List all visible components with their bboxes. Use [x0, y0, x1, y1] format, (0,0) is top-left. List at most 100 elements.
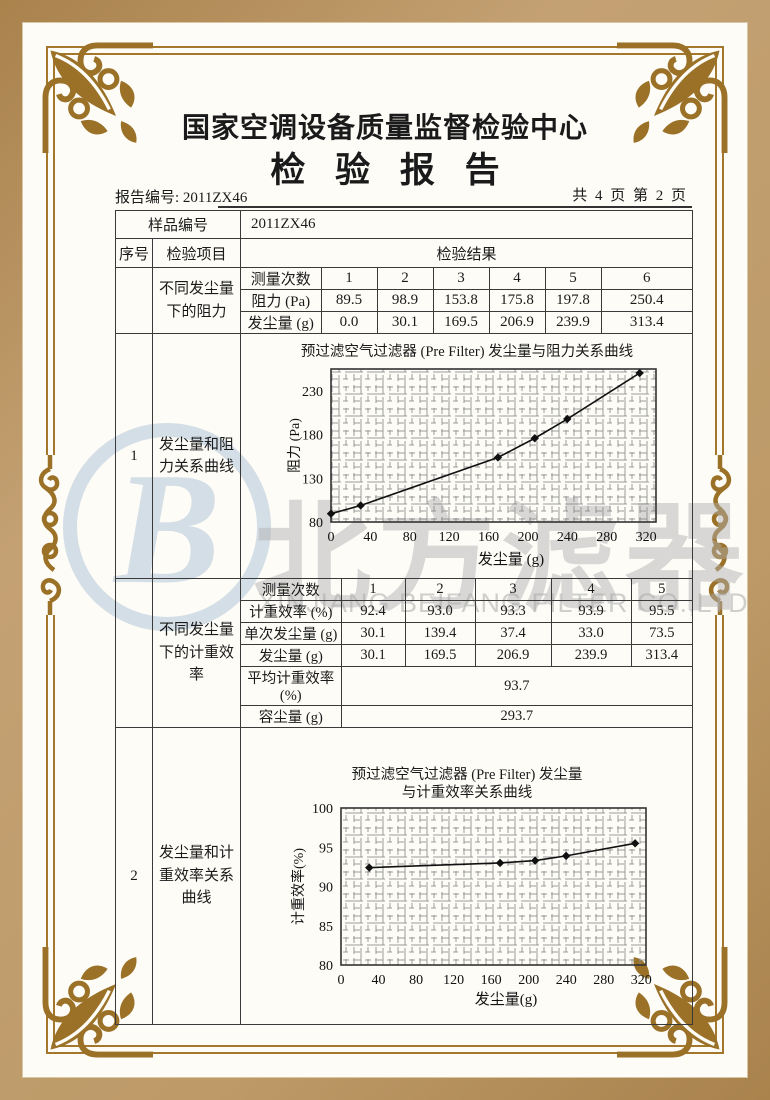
- svg-text:80: 80: [403, 530, 417, 545]
- svg-text:100: 100: [312, 802, 333, 817]
- inspection-table: 样品编号 2011ZX46 序号 检验项目 检验结果 不同发尘量下的阻力 测量次…: [114, 210, 694, 1026]
- t1-r1-v2: 98.9: [376, 289, 434, 312]
- t1-r2-v4: 206.9: [488, 311, 546, 333]
- header-rule: [218, 206, 692, 208]
- svg-text:80: 80: [309, 516, 323, 531]
- svg-text:计重效率(%): 计重效率(%): [290, 848, 307, 925]
- t1-h5: 5: [544, 268, 602, 290]
- t2-r2-v5: 73.5: [630, 622, 693, 646]
- t2-r3-v3: 206.9: [474, 644, 552, 668]
- t2-r1-v3: 93.3: [474, 600, 552, 624]
- table-row: 发尘量 (g) 30.1 169.5 206.9 239.9 313.4: [241, 644, 693, 668]
- svg-text:40: 40: [372, 973, 386, 988]
- item2-measurements-cell: 测量次数 1 2 3 4 5 计重效率 (%) 92.4 93.0 93.3: [240, 578, 694, 729]
- item2-label-bottom: 发尘量和计重效率关系曲线: [151, 727, 242, 1026]
- resistance-table: 测量次数 1 2 3 4 5 6 阻力 (Pa) 89.5 98.9: [241, 268, 693, 333]
- t1-r2-v3: 169.5: [432, 311, 490, 333]
- resistance-chart: 80 130 180 230 0 40 80 120 160 200 240 280 320 发尘量 (g…: [287, 368, 657, 568]
- t1-r1-v5: 197.8: [544, 289, 602, 312]
- sample-row: 样品编号 2011ZX46: [114, 210, 694, 239]
- table-row: 计重效率 (%) 92.4 93.0 93.3 93.9 95.5: [241, 600, 693, 624]
- t1-h6: 6: [600, 268, 693, 290]
- item1-chart-row: 1 发尘量和阻力关系曲线 预过滤空气过滤器 (Pre Filter) 发尘量与阻…: [115, 332, 694, 580]
- t2-r1-label: 计重效率 (%): [241, 600, 342, 624]
- t1-r1-label: 阻力 (Pa): [241, 289, 322, 312]
- t1-r1-v6: 250.4: [600, 289, 693, 312]
- t2-r1-v1: 92.4: [340, 600, 406, 624]
- t2-cap-label: 容尘量 (g): [241, 705, 342, 728]
- item2-data-row: 不同发尘量下的计重效率 测量次数 1 2 3 4 5 计重效: [115, 578, 694, 729]
- t2-r3-v1: 30.1: [340, 644, 406, 668]
- item2-label-top: 不同发尘量下的计重效率: [151, 578, 242, 729]
- t1-r2-v5: 239.9: [544, 311, 602, 333]
- svg-text:160: 160: [481, 973, 502, 988]
- t2-h1: 1: [340, 579, 406, 602]
- report-number-label: 报告编号:: [115, 190, 180, 206]
- report-number: 报告编号: 2011ZX46: [115, 186, 247, 207]
- svg-text:0: 0: [328, 530, 335, 545]
- item2-chart-row: 2 发尘量和计重效率关系曲线 预过滤空气过滤器 (Pre Filter) 发尘量…: [115, 727, 694, 1026]
- t2-r1-v5: 95.5: [630, 600, 693, 624]
- t2-r2-v1: 30.1: [340, 622, 406, 646]
- column-header-row: 序号 检验项目 检验结果: [115, 238, 694, 268]
- svg-text:40: 40: [363, 530, 377, 545]
- svg-text:80: 80: [319, 959, 333, 974]
- svg-text:80: 80: [409, 973, 423, 988]
- efficiency-table: 测量次数 1 2 3 4 5 计重效率 (%) 92.4 93.0 93.3: [241, 579, 693, 728]
- svg-text:160: 160: [478, 530, 499, 545]
- svg-text:95: 95: [319, 842, 333, 857]
- item1-label-bottom: 发尘量和阻力关系曲线: [151, 332, 242, 580]
- item1-chart-cell: 预过滤空气过滤器 (Pre Filter) 发尘量与阻力关系曲线 80 130 18…: [240, 332, 694, 580]
- t2-r3-v4: 239.9: [550, 644, 632, 668]
- svg-text:230: 230: [302, 385, 323, 400]
- sample-value: 2011ZX46: [240, 210, 694, 239]
- col-result-header: 检验结果: [240, 238, 694, 268]
- efficiency-chart-block: 预过滤空气过滤器 (Pre Filter) 发尘量 与计重效率关系曲线 80 85…: [241, 740, 693, 1012]
- t2-r2-v4: 33.0: [550, 622, 632, 646]
- t2-h4: 4: [550, 579, 632, 602]
- item1-seq-spacer: [115, 267, 153, 334]
- t2-r3-v5: 313.4: [630, 644, 693, 668]
- t1-r2-v1: 0.0: [320, 311, 378, 333]
- svg-text:200: 200: [518, 973, 539, 988]
- table-row: 平均计重效率 (%) 93.7: [241, 666, 693, 707]
- t1-r1-v4: 175.8: [488, 289, 546, 312]
- t2-r1-v2: 93.0: [404, 600, 476, 624]
- svg-text:320: 320: [631, 973, 652, 988]
- t2-h5: 5: [630, 579, 693, 602]
- item2-seq: 2: [115, 727, 153, 1026]
- svg-text:0: 0: [338, 973, 345, 988]
- t2-avg-value: 93.7: [340, 666, 693, 707]
- efficiency-chart: 80 85 90 95 100 0 40 80 120 160 200 240 280 320 发尘量(g)…: [290, 802, 652, 1008]
- col-seq-header: 序号: [115, 238, 153, 268]
- corner-ornament-icon: [617, 42, 728, 153]
- svg-text:280: 280: [596, 530, 617, 545]
- t1-r2-label: 发尘量 (g): [241, 311, 322, 333]
- t2-h2: 2: [404, 579, 476, 602]
- side-scroll-ornament-icon: [703, 455, 737, 615]
- resistance-chart-title: 预过滤空气过滤器 (Pre Filter) 发尘量与阻力关系曲线: [300, 344, 634, 360]
- document-title: 检验报告: [270, 151, 530, 190]
- item1-data-row: 不同发尘量下的阻力 测量次数 1 2 3 4 5 6: [115, 267, 694, 334]
- table-row: 容尘量 (g) 293.7: [241, 705, 693, 728]
- t2-r3-label: 发尘量 (g): [241, 644, 342, 668]
- sample-label: 样品编号: [114, 210, 242, 239]
- svg-text:130: 130: [302, 472, 323, 487]
- t1-r1-v1: 89.5: [320, 289, 378, 312]
- table-row: 测量次数 1 2 3 4 5 6: [241, 268, 693, 290]
- t2-r2-v3: 37.4: [474, 622, 552, 646]
- corner-ornament-icon: [42, 42, 153, 153]
- report-meta-row: 报告编号: 2011ZX46 共 4 页 第 2 页: [115, 186, 692, 208]
- t2-h3: 3: [474, 579, 552, 602]
- t1-r1-v3: 153.8: [432, 289, 490, 312]
- table-row: 发尘量 (g) 0.0 30.1 169.5 206.9 239.9 313.4: [241, 311, 693, 333]
- resistance-chart-block: 预过滤空气过滤器 (Pre Filter) 发尘量与阻力关系曲线 80 130 18…: [241, 334, 693, 578]
- page-indicator: 共 4 页 第 2 页: [572, 188, 688, 204]
- svg-text:120: 120: [443, 973, 464, 988]
- svg-text:240: 240: [556, 973, 577, 988]
- svg-text:85: 85: [319, 920, 333, 935]
- t1-r2-v2: 30.1: [376, 311, 434, 333]
- t1-h2: 2: [376, 268, 434, 290]
- table-row: 单次发尘量 (g) 30.1 139.4 37.4 33.0 73.5: [241, 622, 693, 646]
